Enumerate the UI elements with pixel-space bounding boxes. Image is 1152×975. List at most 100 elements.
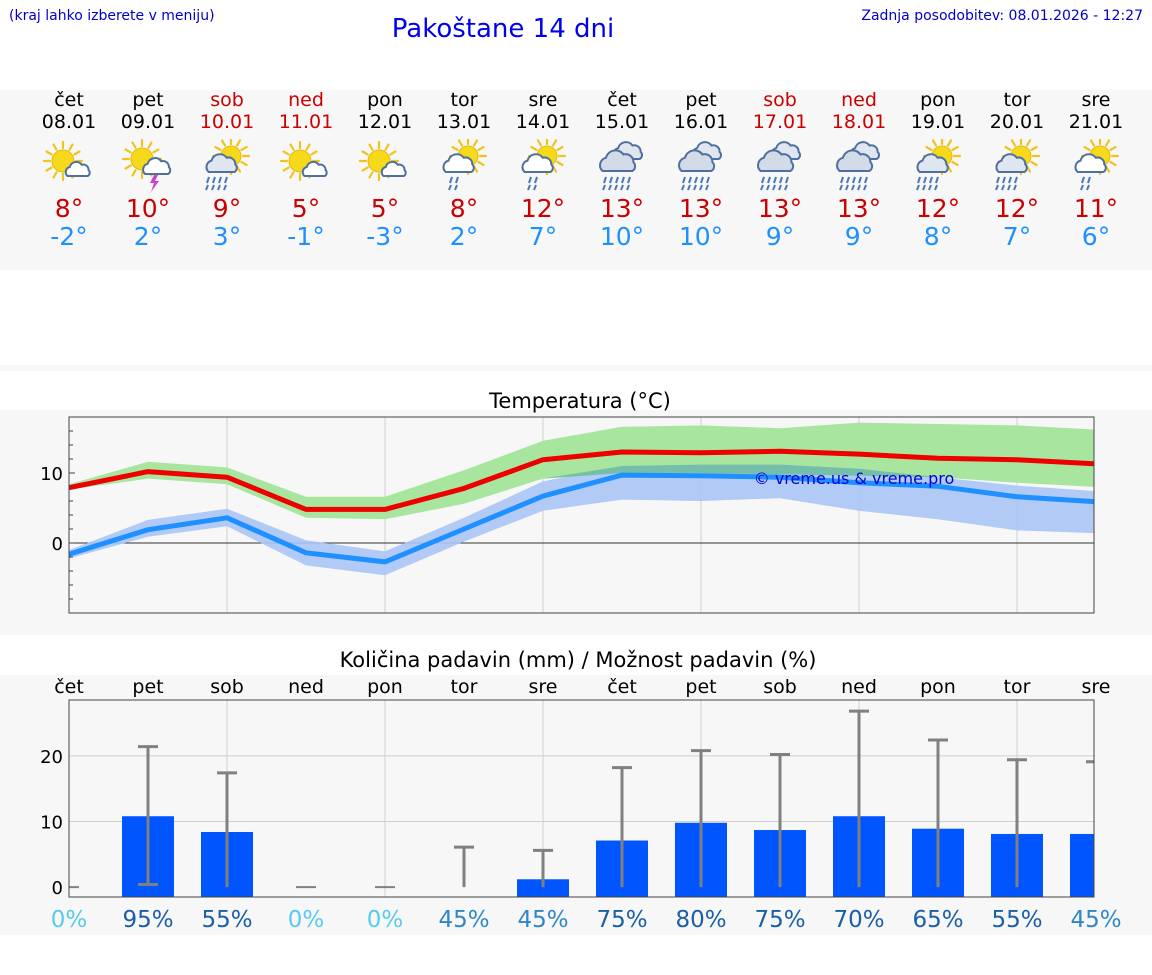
min-temp-range-band: [69, 464, 1094, 576]
precip-day-label: sob: [763, 676, 797, 698]
min-temp: 9°: [844, 222, 874, 251]
max-temp: 12°: [994, 194, 1040, 223]
precip-bar: [1070, 833, 1094, 897]
cloud-rain-icon: [752, 139, 808, 193]
precip-day-label: pon: [367, 676, 403, 698]
day-date: 17.01: [752, 111, 808, 133]
day-date: 19.01: [910, 111, 966, 133]
min-temp: -3°: [366, 222, 404, 251]
day-forecast: sre 14.01 12° 7°: [503, 89, 583, 251]
day-forecast: tor 20.01 12° 7°: [977, 89, 1057, 251]
max-temp-range-band: [69, 422, 1094, 520]
day-name: tor: [450, 89, 478, 111]
cloud-rain-icon: [594, 139, 650, 193]
min-temp: 7°: [528, 222, 558, 251]
day-forecast: pet 16.01 13° 10°: [661, 89, 741, 251]
overlap-band: [69, 464, 1094, 520]
temperature-chart-title: Temperatura (°C): [488, 389, 671, 413]
sun-light-rain-icon: [1068, 136, 1124, 193]
min-temp: 10°: [599, 222, 645, 251]
max-temp: 5°: [370, 194, 400, 223]
day-forecast: sre 21.01 11° 6°: [1056, 89, 1136, 251]
precip-probability: 65%: [912, 907, 963, 933]
watermark: © vreme.us & vreme.pro: [754, 469, 955, 488]
day-name: čet: [607, 89, 637, 111]
cloud-rain-icon: [673, 139, 729, 193]
precip-probability: 0%: [51, 907, 88, 933]
day-date: 09.01: [120, 111, 176, 133]
separator: [0, 365, 1152, 371]
max-temp: 13°: [757, 194, 803, 223]
max-temp: 8°: [54, 194, 84, 223]
day-date: 11.01: [278, 111, 334, 133]
max-temp: 13°: [599, 194, 645, 223]
day-name: ned: [288, 89, 324, 111]
day-forecast: pet 09.01 10° 2°: [108, 89, 188, 251]
min-temp: 7°: [1002, 222, 1032, 251]
day-date: 08.01: [41, 111, 97, 133]
day-forecast: tor 13.01 8° 2°: [424, 89, 504, 251]
min-temp: 3°: [212, 222, 242, 251]
precip-probability: 80%: [675, 907, 726, 933]
max-temp: 11°: [1073, 194, 1119, 223]
precip-day-label: čet: [54, 676, 84, 698]
min-temp: 10°: [678, 222, 724, 251]
day-name: sob: [210, 89, 244, 111]
cloud-rain-icon: [831, 139, 887, 193]
precip-probability: 75%: [754, 907, 805, 933]
precip-probability: 45%: [438, 907, 489, 933]
day-name: sre: [528, 89, 558, 111]
day-forecast: sob 10.01 9° 3°: [187, 89, 267, 251]
min-temp: -2°: [50, 222, 88, 251]
day-forecast: ned 11.01 5° -1°: [266, 89, 346, 251]
day-name: pon: [367, 89, 403, 111]
day-forecast: sob 17.01 13° 9°: [740, 89, 820, 251]
day-forecast: ned 18.01 13° 9°: [819, 89, 899, 251]
precip-probability: 0%: [367, 907, 404, 933]
max-temp: 10°: [125, 194, 171, 223]
precipitation-chart-title: Količina padavin (mm) / Možnost padavin …: [340, 648, 817, 672]
day-name: pet: [132, 89, 164, 111]
precip-day-label: sob: [210, 676, 244, 698]
precip-day-label: pet: [685, 676, 716, 698]
day-name: pet: [685, 89, 717, 111]
precip-probability: 45%: [1070, 907, 1121, 933]
precip-day-label: tor: [1004, 676, 1031, 698]
precip-day-label: sre: [529, 676, 558, 698]
min-temp: -1°: [287, 222, 325, 251]
day-date: 20.01: [989, 111, 1045, 133]
precip-probability: 0%: [288, 907, 325, 933]
precipitation-plot-frame: [68, 699, 1095, 898]
sun-cloud-icon: [278, 139, 334, 193]
y-tick-label: 0: [52, 878, 63, 899]
day-forecast: čet 15.01 13° 10°: [582, 89, 662, 251]
precip-probability: 95%: [122, 907, 173, 933]
last-update: Zadnja posodobitev: 08.01.2026 - 12:27: [861, 8, 1143, 24]
min-temp: 8°: [923, 222, 953, 251]
precip-day-label: tor: [451, 676, 478, 698]
precip-probability: 45%: [517, 907, 568, 933]
max-temp: 13°: [678, 194, 724, 223]
day-name: tor: [1003, 89, 1031, 111]
min-temp: 2°: [449, 222, 479, 251]
max-temp: 8°: [449, 194, 479, 223]
day-name: ned: [841, 89, 877, 111]
day-date: 13.01: [436, 111, 492, 133]
max-temp: 12°: [520, 194, 566, 223]
sun-thunder-icon: [120, 138, 176, 193]
day-name: sob: [763, 89, 797, 111]
location-hint: (kraj lahko izberete v meniju): [9, 8, 215, 24]
precip-probability: 55%: [201, 907, 252, 933]
max-temp: 13°: [836, 194, 882, 223]
y-tick-label: 0: [52, 534, 63, 555]
sun-rain-icon: [199, 136, 255, 193]
day-forecast: čet 08.01 8° -2°: [29, 89, 109, 251]
min-temp-line: [69, 472, 1094, 565]
precip-day-label: pon: [920, 676, 956, 698]
y-tick-label: 10: [40, 812, 63, 833]
precip-day-label: čet: [607, 676, 637, 698]
day-name: čet: [54, 89, 84, 111]
sun-cloud-icon: [41, 139, 97, 193]
day-forecast: pon 19.01 12° 8°: [898, 89, 978, 251]
day-forecast: pon 12.01 5° -3°: [345, 89, 425, 251]
